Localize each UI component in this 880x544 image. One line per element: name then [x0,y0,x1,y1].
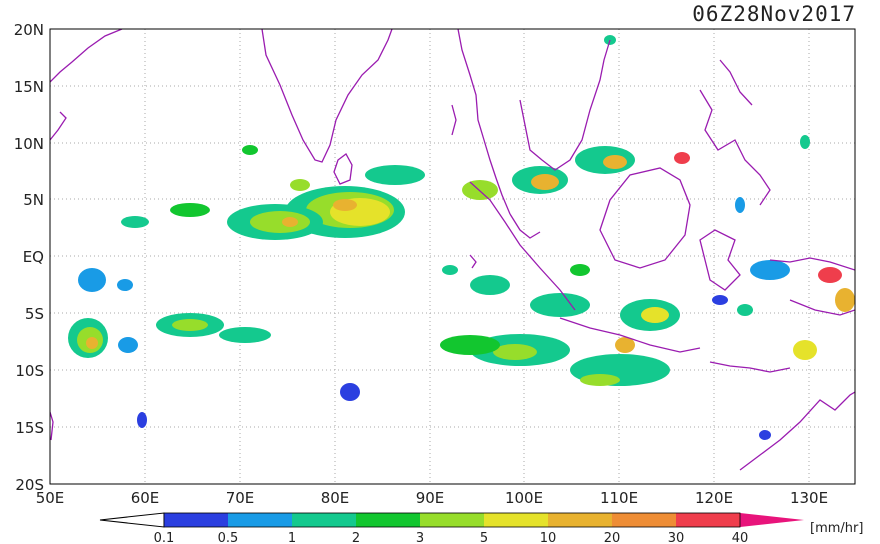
colorbar-level: 40 [732,531,749,544]
lon-labels: 50E 60E 70E 80E 90E 100E 110E 120E 130E [36,489,828,507]
colorbar-swatch [164,513,228,527]
lat-label: 10S [15,362,44,380]
colorbar-level: 2 [352,531,360,544]
lat-labels: 20N 15N 10N 5N EQ 5S 10S 15S 20S [14,21,44,494]
colorbar-level: 30 [668,531,685,544]
lon-label: 80E [321,489,350,507]
lon-label: 50E [36,489,65,507]
colorbar-unit: [mm/hr] [810,521,863,536]
lat-label: 15S [15,419,44,437]
lat-label: 15N [14,78,44,96]
colorbar: 0.1 0.5 1 2 3 5 10 20 30 40 [mm/hr] [99,512,863,544]
map-frame [49,28,856,485]
colorbar-swatch [612,513,676,527]
lon-label: 90E [416,489,445,507]
colorbar-level: 1 [288,531,296,544]
colorbar-level: 0.1 [154,531,175,544]
colorbar-swatch [548,513,612,527]
lat-label: 5S [25,305,44,323]
lat-label: 20N [14,21,44,39]
lon-label: 130E [790,489,828,507]
lon-label: 120E [695,489,733,507]
colorbar-swatch [676,513,740,527]
colorbar-low-arrow [99,512,165,528]
colorbar-swatch [228,513,292,527]
lat-label: EQ [23,248,44,266]
colorbar-swatch [292,513,356,527]
lat-label: 20S [15,476,44,494]
lon-label: 70E [226,489,255,507]
lat-label: 10N [14,135,44,153]
precip-field [68,35,855,440]
colorbar-level: 20 [604,531,621,544]
colorbar-level: 0.5 [218,531,239,544]
lat-label: 5N [23,191,44,209]
lon-label: 60E [131,489,160,507]
map-title: 06Z28Nov2017 [692,2,856,26]
colorbar-level: 3 [416,531,424,544]
lon-label: 110E [600,489,638,507]
colorbar-swatch [484,513,548,527]
colorbar-level: 5 [480,531,488,544]
colorbar-swatch [356,513,420,527]
lon-label: 100E [505,489,543,507]
colorbar-high-arrow [740,513,804,527]
colorbar-swatch [420,513,484,527]
coastlines [50,29,855,471]
colorbar-level: 10 [540,531,557,544]
